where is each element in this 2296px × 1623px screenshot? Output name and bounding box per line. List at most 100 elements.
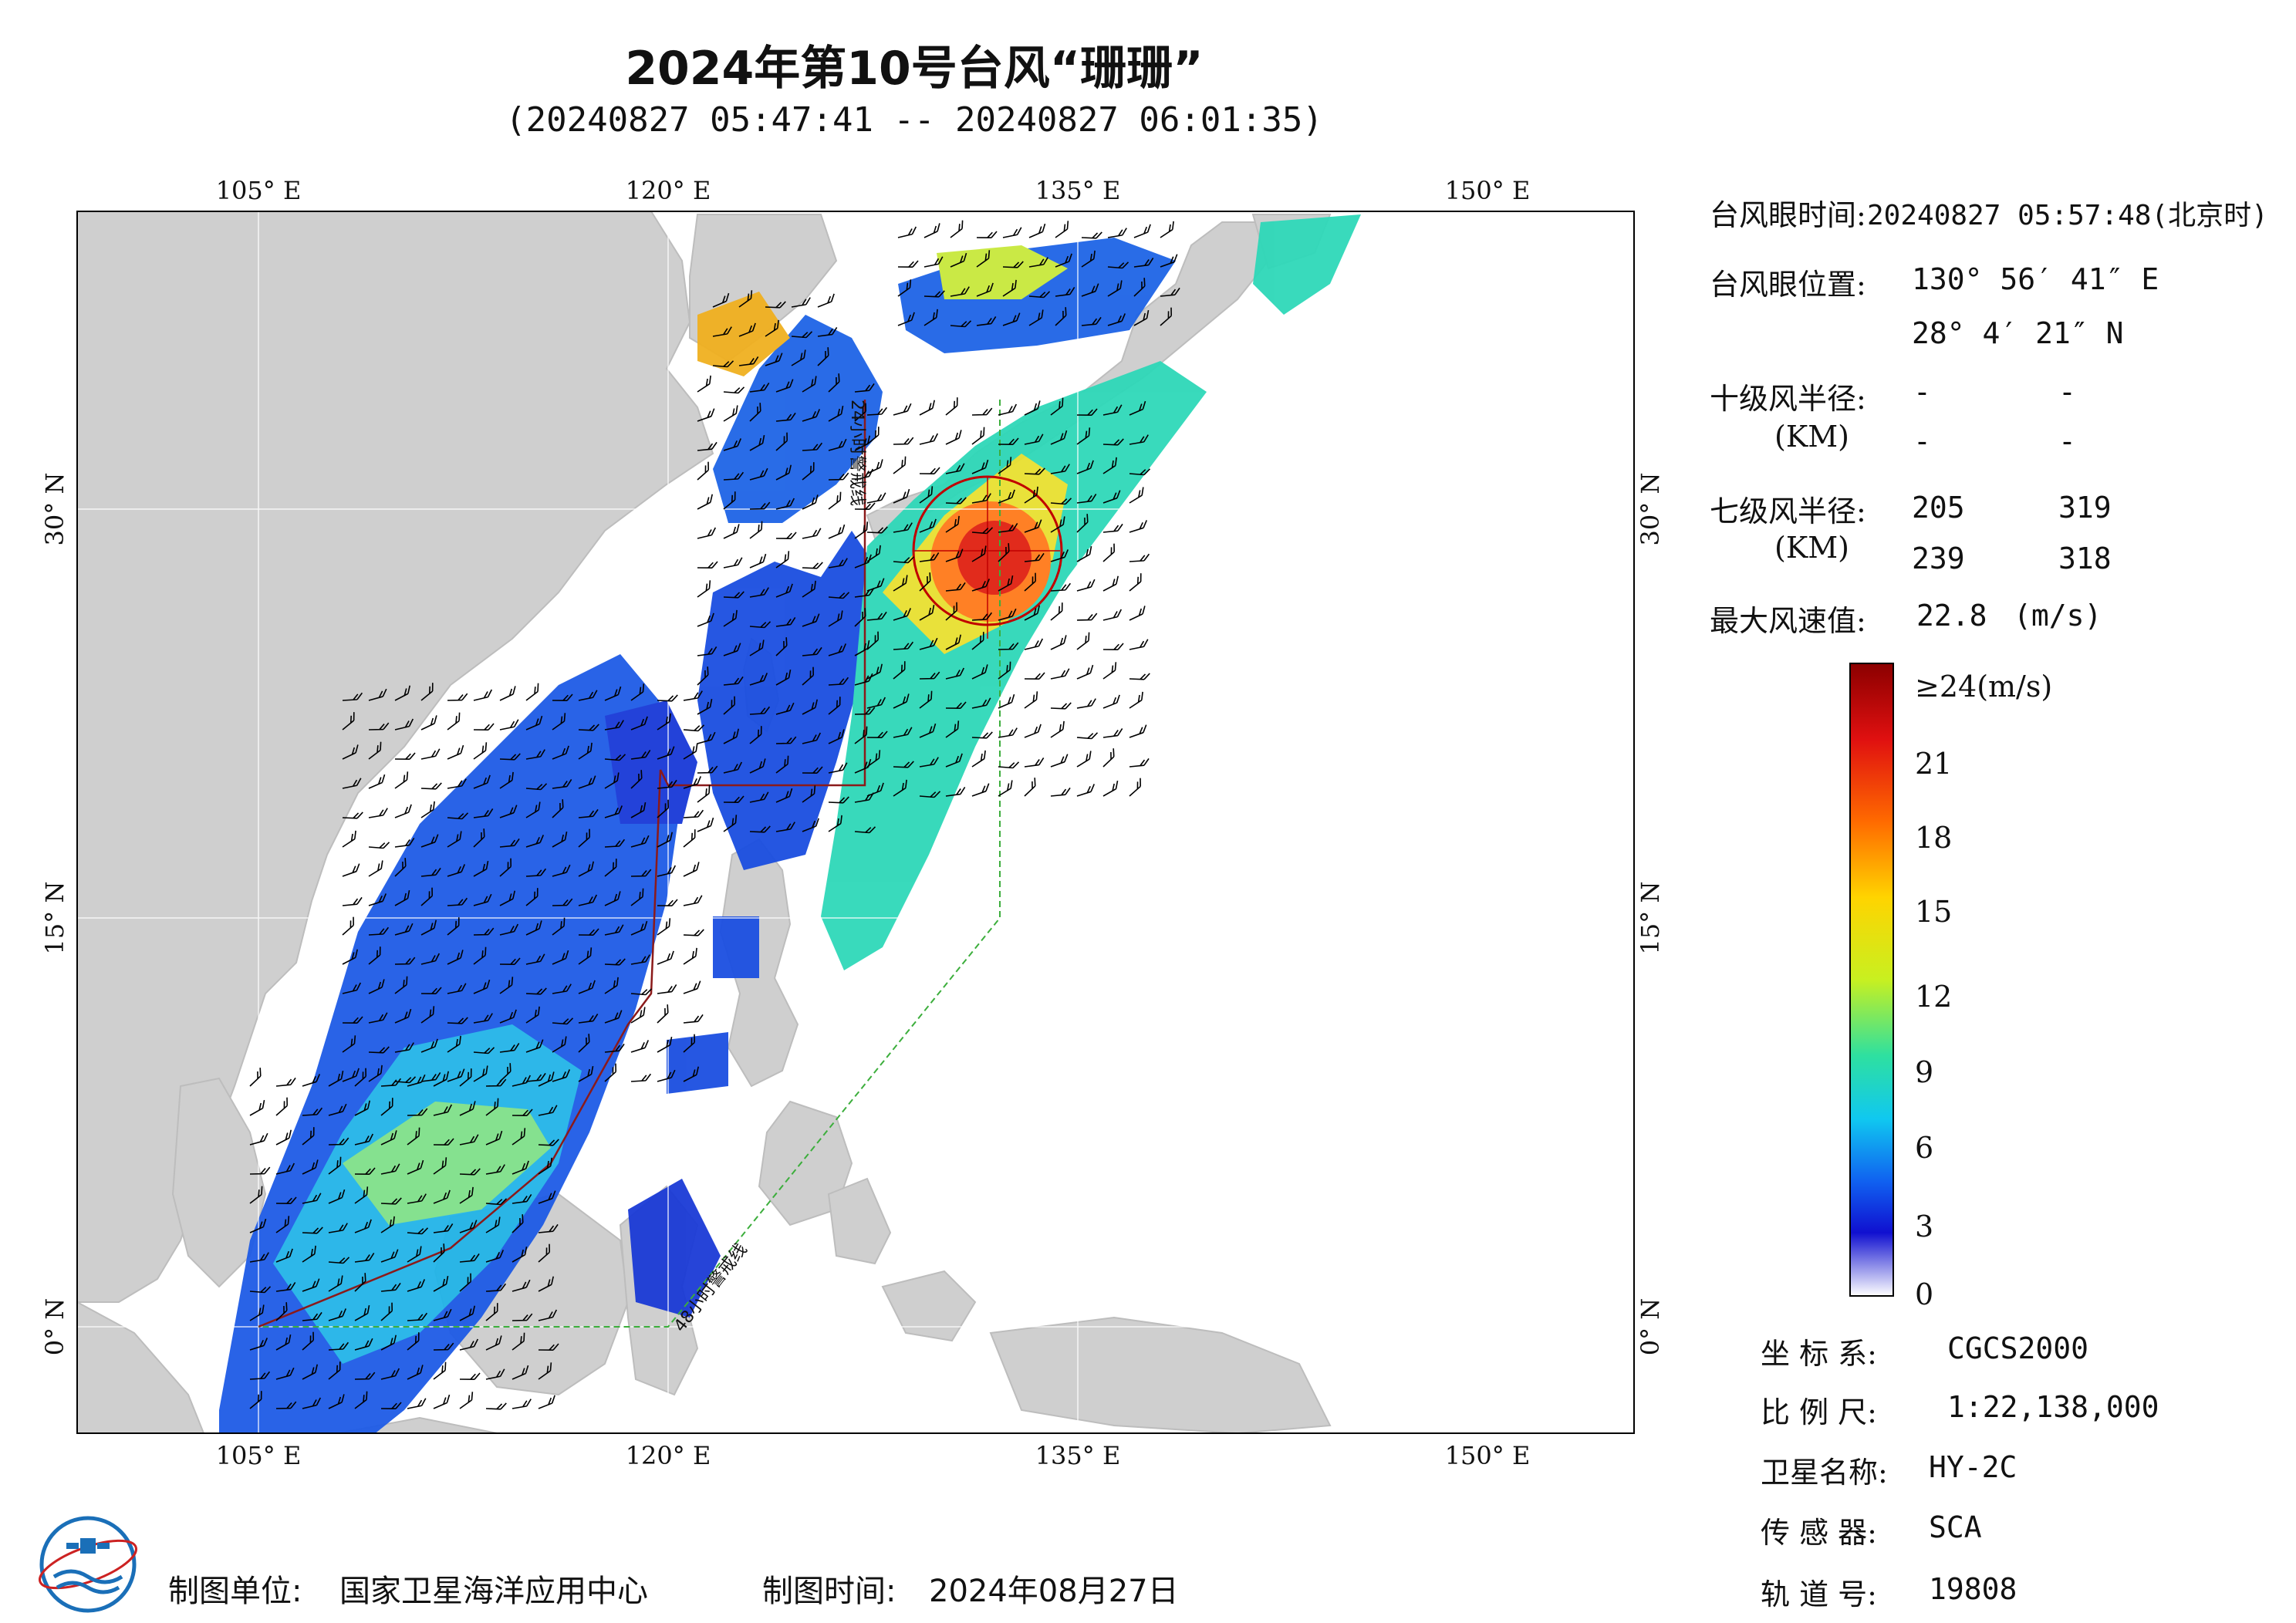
wind-barb [1076,784,1096,797]
wind-barb [578,980,596,994]
lat-tick-right-15: 15° N [1636,882,1665,955]
wind-barb [394,771,409,789]
wind-barb [828,697,841,715]
wind-barb [1129,520,1148,533]
wind-barb [552,1036,567,1053]
wind-barb [604,958,626,966]
warning-line-24h-label: 24小时警戒线 [847,400,866,506]
wind-barb [302,1278,320,1292]
wind-barb [723,386,745,394]
wind-barb [802,494,819,510]
wind-barb [1129,553,1150,562]
wind-barb [893,556,915,564]
wind-barb [512,1194,532,1204]
wind-barb [354,1273,366,1292]
producer-name: 国家卫星海洋应用中心 [339,1574,648,1609]
wind-barb [525,1072,546,1082]
wind-barb [342,1035,356,1053]
wind-barb [802,785,816,803]
wind-barb [604,859,617,877]
wind-barb [275,1077,296,1087]
wind-barb [485,1283,507,1292]
wind-barb [473,946,487,965]
wind-barb [738,322,756,337]
wind-barb [394,685,411,701]
wind-barb [447,812,469,820]
wind-barb [1102,490,1121,504]
wind-barb [342,712,355,731]
wind-barb [604,924,624,936]
wind-barb [407,1108,428,1116]
wind-barb [342,830,356,848]
wind-barb [1076,698,1096,709]
wind-barb [697,561,718,569]
wind-barb [1024,605,1041,621]
max-wind-unit: (m/s) [2014,599,2102,633]
wind-barb [630,1040,650,1053]
wind-barb [1107,228,1127,238]
wind-barb [828,729,845,744]
wind-barb [275,1401,297,1409]
wind-barb [1129,573,1142,592]
wind-barb [459,1134,479,1146]
wind-barb [578,1034,590,1053]
wind-barb [919,723,937,738]
wind-barb [578,1014,599,1024]
max-wind-label: 最大风速值: [1710,604,1866,638]
orbit-value: 19808 [1929,1572,2017,1606]
wind-barb [499,1043,520,1053]
wind-barb [775,788,793,803]
wind-barb [765,301,786,309]
wind-barb [459,1392,474,1409]
wind-barb [249,1391,262,1409]
wind-barb [368,808,388,818]
wind-barb [998,457,1012,474]
wind-barb [738,356,759,366]
wind-barb [775,551,790,569]
wind-barb [578,742,593,760]
wind-barb [1076,751,1092,768]
wind-barb [394,1076,417,1084]
wind-barb [697,646,718,656]
wind-barb [1081,316,1102,326]
wind-barb [828,524,846,539]
wind-barb [1076,732,1099,740]
wind-barb [697,698,713,715]
wind-barb [525,953,545,965]
wind-barb [802,442,823,451]
wind-barb [578,894,598,906]
wind-barb [893,693,910,709]
wind-barb [897,279,912,297]
wind-barb [459,1372,481,1380]
wind-barb [1129,468,1151,476]
wind-barb [657,746,675,760]
wind-barb [1002,279,1017,297]
wind-barb [447,693,468,701]
wind-barb [971,527,994,535]
wind-barb [1107,313,1126,326]
wind-barb [499,838,520,848]
wind-barb [657,1069,676,1082]
wind-barb [420,834,439,848]
wind-barb [775,755,789,774]
wind-barb [998,608,1017,621]
wind-barb [1081,283,1099,297]
wind-barb [998,523,1018,533]
wind-barb [394,1008,412,1024]
wind-barb [473,979,491,994]
wind-barb [998,642,1019,650]
wind-barb [866,663,883,680]
wind-barb [433,1275,449,1292]
wind-barb [897,260,919,268]
wind-barb [302,1397,322,1409]
wind-barb [578,808,599,818]
wind-barb [485,1335,502,1351]
wind-barb [473,689,493,701]
wind-barb [1081,250,1096,268]
wind-barb [342,916,355,936]
wind-barb [1076,545,1092,562]
wind-barb [420,683,434,701]
wind-barb [919,552,940,562]
wind-barb [394,957,416,965]
wind-barb [485,1216,501,1233]
